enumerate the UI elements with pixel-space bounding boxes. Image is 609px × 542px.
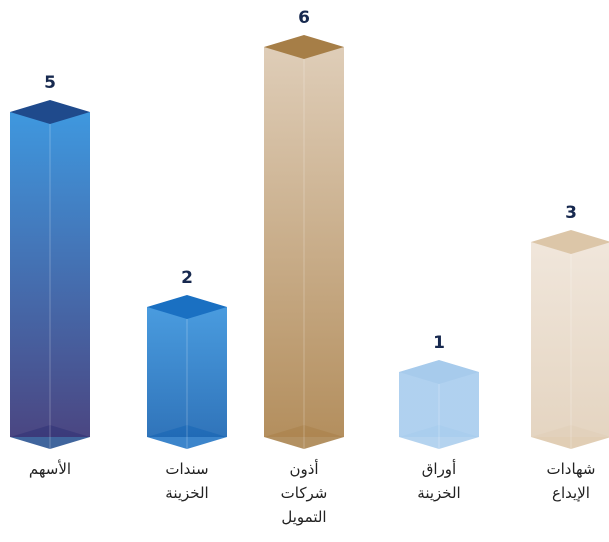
value-label: 3 (565, 203, 577, 223)
bar-top-face (147, 295, 227, 319)
category-label: الأسهم (28, 460, 72, 478)
value-label: 2 (181, 268, 193, 288)
value-label: 5 (44, 73, 56, 93)
bar-top-face (264, 35, 344, 59)
value-label: 1 (433, 333, 445, 353)
category-label: أذون شركات التمويل (280, 460, 328, 526)
bar (264, 47, 344, 437)
bar (10, 112, 90, 437)
value-label: 6 (298, 8, 310, 28)
category-label: أوراق الخزينة (417, 460, 461, 502)
bar-top-face (531, 230, 609, 254)
category-label: شهادات الإيداع (546, 460, 596, 502)
bar (531, 242, 609, 437)
bar (147, 307, 227, 437)
category-label: سندات الخزينة (165, 460, 209, 502)
bar-top-face (399, 360, 479, 384)
bar-top-face (10, 100, 90, 124)
